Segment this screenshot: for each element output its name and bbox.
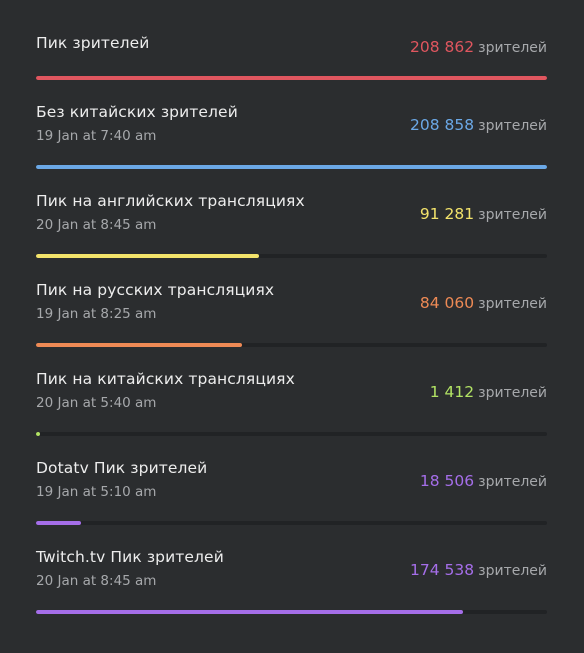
stat-unit: зрителей xyxy=(478,207,547,223)
stat-date: 19 Jan at 8:25 am xyxy=(36,306,157,322)
stat-value: 174 538 xyxy=(410,561,475,579)
stat-row-twitch: Twitch.tv Пик зрителей 20 Jan at 8:45 am… xyxy=(36,548,547,637)
stat-title: Пик на английских трансляциях xyxy=(36,192,305,210)
stat-date: 19 Jan at 5:10 am xyxy=(36,484,157,500)
progress-track xyxy=(36,521,547,525)
stat-value: 91 281 xyxy=(419,205,475,223)
progress-fill xyxy=(36,610,464,614)
stat-unit: зрителей xyxy=(478,296,547,312)
progress-track xyxy=(36,343,547,347)
stat-value-group: 208 858 зрителей xyxy=(410,115,547,134)
progress-track xyxy=(36,432,547,436)
stat-title: Пик на китайских трансляциях xyxy=(36,370,295,388)
stat-value: 208 862 xyxy=(410,38,475,56)
stat-value: 18 506 xyxy=(419,472,475,490)
stat-value-group: 91 281 зрителей xyxy=(420,204,547,223)
stat-title: Twitch.tv Пик зрителей xyxy=(36,548,224,566)
progress-fill xyxy=(36,254,260,258)
progress-fill xyxy=(36,343,242,347)
stat-value-group: 174 538 зрителей xyxy=(410,560,547,579)
stat-value-group: 18 506 зрителей xyxy=(420,471,547,490)
stat-row-dotatv: Dotatv Пик зрителей 19 Jan at 5:10 am 18… xyxy=(36,459,547,548)
stat-value: 1 412 xyxy=(429,383,475,401)
stat-value-group: 208 862 зрителей xyxy=(410,37,547,56)
stat-row-english-streams: Пик на английских трансляциях 20 Jan at … xyxy=(36,192,547,281)
progress-track xyxy=(36,165,547,169)
progress-track xyxy=(36,76,547,80)
stat-row-chinese-streams: Пик на китайских трансляциях 20 Jan at 5… xyxy=(36,370,547,459)
stat-unit: зрителей xyxy=(478,40,547,56)
stat-title: Dotatv Пик зрителей xyxy=(36,459,208,477)
stat-title: Пик зрителей xyxy=(36,34,150,52)
stat-value: 84 060 xyxy=(419,294,475,312)
stat-row-no-chinese: Без китайских зрителей 19 Jan at 7:40 am… xyxy=(36,103,547,192)
stat-date: 19 Jan at 7:40 am xyxy=(36,128,157,144)
progress-fill xyxy=(36,76,547,80)
stat-date: 20 Jan at 8:45 am xyxy=(36,573,157,589)
stat-unit: зрителей xyxy=(478,474,547,490)
stat-title: Пик на русских трансляциях xyxy=(36,281,275,299)
stat-row-russian-streams: Пик на русских трансляциях 19 Jan at 8:2… xyxy=(36,281,547,370)
stat-date: 20 Jan at 5:40 am xyxy=(36,395,157,411)
stat-unit: зрителей xyxy=(478,385,547,401)
stat-unit: зрителей xyxy=(478,563,547,579)
stat-date: 20 Jan at 8:45 am xyxy=(36,217,157,233)
stat-title: Без китайских зрителей xyxy=(36,103,238,121)
stat-value: 208 858 xyxy=(410,116,475,134)
stat-row-peak-viewers: Пик зрителей 208 862 зрителей xyxy=(36,34,547,123)
stat-value-group: 84 060 зрителей xyxy=(420,293,547,312)
progress-fill xyxy=(36,432,40,436)
progress-fill xyxy=(36,165,547,169)
progress-fill xyxy=(36,521,82,525)
progress-track xyxy=(36,610,547,614)
stat-value-group: 1 412 зрителей xyxy=(430,382,547,401)
stat-unit: зрителей xyxy=(478,118,547,134)
progress-track xyxy=(36,254,547,258)
